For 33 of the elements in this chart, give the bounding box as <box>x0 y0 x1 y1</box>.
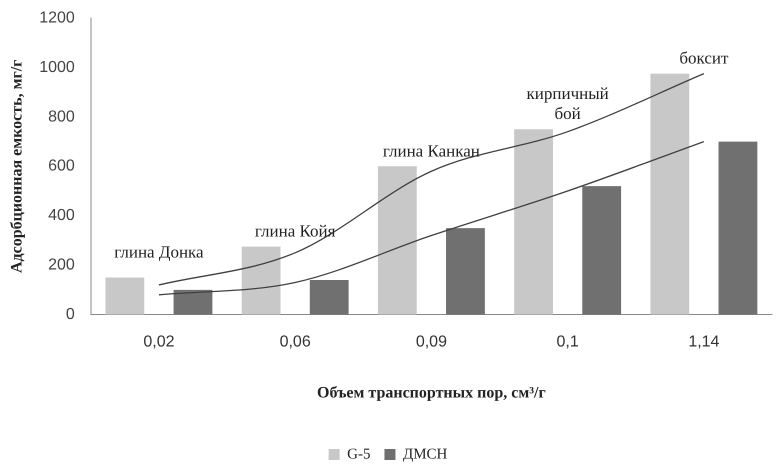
bar <box>650 74 690 315</box>
y-tick-label: 0 <box>66 306 75 324</box>
annotation: глина Канкан <box>382 141 480 160</box>
line-series <box>158 72 705 286</box>
x-tick-label: 0,02 <box>143 334 175 351</box>
annotation: глина Донка <box>114 242 204 262</box>
x-tick-label: 1,14 <box>688 334 720 351</box>
line-series <box>158 140 705 296</box>
y-tick-label: 800 <box>48 108 75 126</box>
bar <box>446 228 485 315</box>
annotation: боксит <box>679 48 729 68</box>
x-tick-label: 0,1 <box>556 334 579 351</box>
bar <box>105 278 144 315</box>
y-tick-label: 1000 <box>39 58 75 76</box>
bar <box>378 166 417 315</box>
legend-label: ДМСН <box>402 446 448 462</box>
bar <box>310 280 349 315</box>
y-tick-label: 600 <box>48 158 75 175</box>
bar <box>242 246 281 315</box>
annotation: кирпичный бой <box>526 84 609 124</box>
legend-label: G-5 <box>347 446 370 462</box>
x-tick-label: 0,09 <box>416 334 448 351</box>
bar <box>718 142 758 315</box>
y-tick-label: 200 <box>48 256 75 274</box>
bar <box>582 186 622 315</box>
y-tick-label: 400 <box>48 207 75 224</box>
y-axis-title: Адсорбционная емкость, мг/г <box>8 60 26 274</box>
y-tick-label: 1200 <box>39 9 75 26</box>
annotation: глина Койя <box>254 222 336 241</box>
x-tick-label: 0,06 <box>280 334 311 351</box>
x-axis-title: Объем транспортных пор, см³/г <box>317 384 546 402</box>
bar <box>174 290 212 315</box>
bar <box>514 129 553 315</box>
